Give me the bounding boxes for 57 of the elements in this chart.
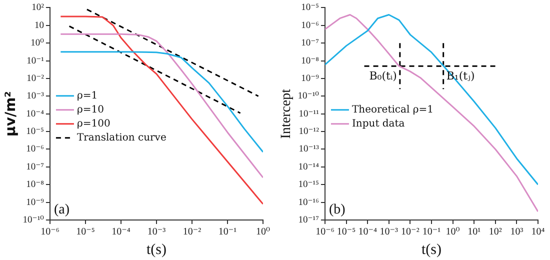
x-tick-label: 10⁰ <box>446 226 460 238</box>
y-tick-label: 10⁻¹⁴ <box>298 162 320 172</box>
y-tick-label: 10⁻¹⁰ <box>298 90 320 102</box>
x-tick-label: 10⁻⁵ <box>336 226 356 238</box>
x-tick-label: 10⁰ <box>256 226 270 238</box>
x-axis-title: t(s) <box>421 242 442 258</box>
x-tick-label: 10⁻³ <box>380 226 398 238</box>
y-tick-label: 10⁻⁴ <box>26 109 45 120</box>
y-tick-label: 10² <box>32 3 44 14</box>
y-tick-label: 10⁻⁸ <box>301 56 319 66</box>
x-tick-label: 10⁻⁵ <box>76 226 95 238</box>
y-tick-label: 10⁻⁷ <box>26 162 44 172</box>
y-tick-label: 10⁻⁹ <box>301 74 320 84</box>
annotation: B₀(tᵢ) <box>369 69 397 82</box>
y-tick-label: 10⁻² <box>26 74 44 84</box>
y-tick-label: 10⁰ <box>30 38 44 49</box>
y-tick-label: 10⁻⁵ <box>301 3 319 14</box>
y-tick-label: 10⁻⁷ <box>301 38 319 49</box>
y-tick-label: 10⁻¹⁰ <box>22 214 44 226</box>
y-tick-label: 10 <box>34 20 44 31</box>
y-tick-label: 10⁻¹⁷ <box>298 216 319 226</box>
x-tick-label: 10¹ <box>468 226 481 238</box>
y-tick-label: 10⁻⁶ <box>301 20 319 31</box>
y-tick-label: 10⁻⁶ <box>26 144 44 155</box>
x-tick-label: 10² <box>488 226 502 238</box>
annotation: (b) <box>328 202 346 218</box>
y-tick-label: 10⁻⁵ <box>26 127 44 138</box>
y-tick-label: 10⁻¹¹ <box>298 109 320 120</box>
annotation: (a) <box>54 202 70 218</box>
x-tick-label: 10⁻¹ <box>218 226 237 238</box>
x-tick-label: 10⁻⁶ <box>40 226 60 238</box>
y-axis-title: Intercept <box>279 88 294 139</box>
x-tick-label: 10⁻⁴ <box>112 226 131 238</box>
legend-label: Translation curve <box>76 132 166 144</box>
y-tick-label: 10⁻¹³ <box>298 144 320 155</box>
y-tick-label: 10⁻¹⁵ <box>298 180 319 190</box>
x-tick-label: 10⁻² <box>182 226 202 238</box>
y-tick-label: 10⁻¹ <box>26 56 44 66</box>
y-tick-label: 10⁻⁹ <box>26 198 45 208</box>
legend-label: ρ=1 <box>76 90 98 102</box>
legend-label: ρ=10 <box>76 104 104 116</box>
x-tick-label: 10⁻⁴ <box>358 226 378 238</box>
legend-label: Theoretical ρ=1 <box>352 104 434 116</box>
y-tick-label: 10⁻³ <box>26 92 44 102</box>
x-tick-label: 10⁻⁶ <box>316 226 335 238</box>
y-tick-label: 10⁻⁸ <box>26 180 44 190</box>
y-tick-label: 10⁻¹⁶ <box>298 198 319 208</box>
x-tick-label: 10⁴ <box>531 226 546 238</box>
x-tick-label: 10⁻³ <box>147 226 166 238</box>
legend-label: ρ=100 <box>76 118 110 130</box>
y-axis-title: μv/m² <box>3 91 20 136</box>
x-tick-label: 10³ <box>510 226 524 238</box>
x-axis-title: t(s) <box>146 242 166 258</box>
legend-label: Input data <box>352 118 405 130</box>
x-tick-label: 10⁻² <box>401 226 420 238</box>
x-tick-label: 10⁻¹ <box>422 226 441 238</box>
y-tick-label: 10⁻¹² <box>298 127 320 138</box>
